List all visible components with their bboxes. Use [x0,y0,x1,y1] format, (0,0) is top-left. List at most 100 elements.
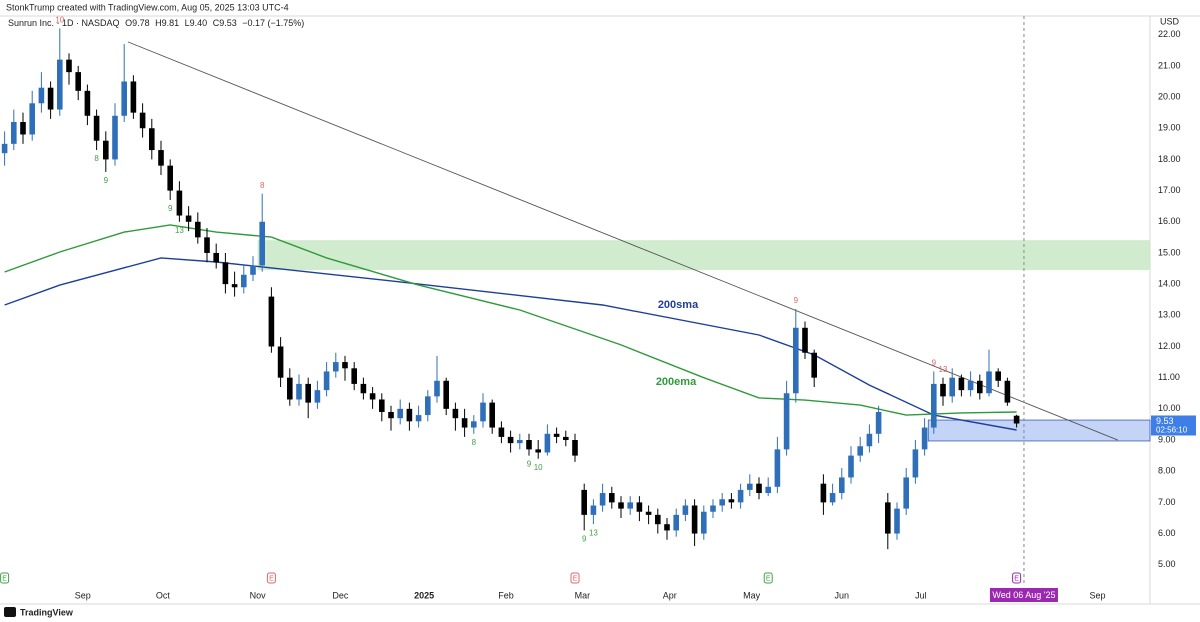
y-tick-label: 17.00 [1158,185,1181,195]
legend-value: L9.40 [185,18,208,28]
moving-average [4,224,1017,416]
candle-body [480,402,486,422]
legend-value: H9.81 [155,18,179,28]
candle-body [185,215,192,222]
candle-body [489,402,495,428]
x-tick-label: Jun [835,590,850,600]
candle-body [305,383,311,403]
x-tick-label: May [743,590,761,600]
sequence-label: 13 [939,365,948,374]
candle-body [719,499,725,506]
legend-value: −0.17 (−1.75%) [242,18,304,28]
candle-body [765,486,771,494]
y-tick-label: 11.00 [1158,372,1180,382]
zone [927,419,1151,442]
candle-body [471,421,477,428]
candle-body [1013,415,1020,424]
candle-body [664,524,670,531]
earnings-label: E [1014,575,1019,582]
candle-body [121,81,127,116]
candle-body [967,380,974,391]
sequence-label: 8 [472,438,477,447]
candle-body [802,327,808,353]
sequence-label: 9 [932,359,937,368]
earnings-label: E [2,575,7,582]
y-tick-label: 7.00 [1158,497,1176,507]
legend-value: C9.53 [213,18,237,28]
candle-body [921,427,928,450]
candle-body [75,72,81,91]
symbol: Sunrun Inc. · 1D · NASDAQ [8,18,120,28]
y-tick-label: 6.00 [1158,528,1176,538]
candle-body [627,502,633,509]
candle-body [498,427,505,437]
candle-body [167,165,173,191]
candle-body [517,440,523,444]
candle-body [176,190,183,216]
last-price-box [1151,415,1196,436]
x-tick-label: Sep [75,590,91,600]
candle-body [1,143,8,154]
earnings-label: E [573,575,578,582]
candle-body [93,115,100,141]
y-tick-label: 16.00 [1158,216,1181,226]
x-tick-label: Apr [663,590,677,600]
candle-body [563,436,569,441]
candle-body [581,489,587,515]
plot: 5.00 6.00 7.00 8.00 9.00 10.00 11.00 12.00 13.00… [0,16,1181,600]
candle-body [673,514,679,531]
candle-body [139,112,146,129]
candle-body [103,140,109,160]
sequence-label: 10 [534,463,543,472]
sequence-label: 13 [175,226,184,235]
earnings-marker [266,572,276,584]
x-tick-label: Sep [1090,590,1106,600]
candle-body [618,502,624,509]
candle-body [149,128,155,151]
candle-body [434,380,440,397]
candle-body [820,483,827,503]
candle-body [701,511,707,534]
candle-body [250,265,256,275]
sequence-label: 9 [168,204,173,213]
candle-body [112,115,118,160]
candle-body [204,237,210,253]
candle-body [1004,380,1011,403]
sequence-label: 13 [589,528,598,537]
candle-body [452,408,459,419]
candle-body [747,483,753,490]
line-label: 200sma [658,299,699,311]
candle-body [691,505,698,534]
sequence-label: 8 [260,181,265,190]
candle-body [811,352,817,378]
candle-body [931,383,937,428]
y-tick-label: 15.00 [1158,247,1181,257]
candle-body [995,371,1001,381]
candle-body [287,377,293,400]
y-tick-label: 5.00 [1158,559,1176,569]
candle-body [323,371,330,391]
x-tick-label: Dec [332,590,349,600]
candle-body [84,90,91,116]
x-tick-label: Nov [250,590,267,600]
candle-body [351,368,357,384]
candle-body [728,499,735,503]
candle-body [553,433,560,437]
candle-body [388,411,394,419]
candle-body [158,150,164,166]
candle-body [958,377,965,391]
candle-body [857,446,863,456]
candle-body [130,81,137,113]
sequence-label: 9 [794,296,799,305]
candle-body [572,440,578,456]
y-tick-label: 21.00 [1158,60,1181,70]
axis-unit: USD [1160,16,1180,26]
candle-body [885,502,891,534]
candle-body [977,380,983,394]
trendline [127,41,1118,441]
sequence-label: 9 [104,176,109,185]
candle-body [848,455,854,478]
candle-body [609,493,615,503]
